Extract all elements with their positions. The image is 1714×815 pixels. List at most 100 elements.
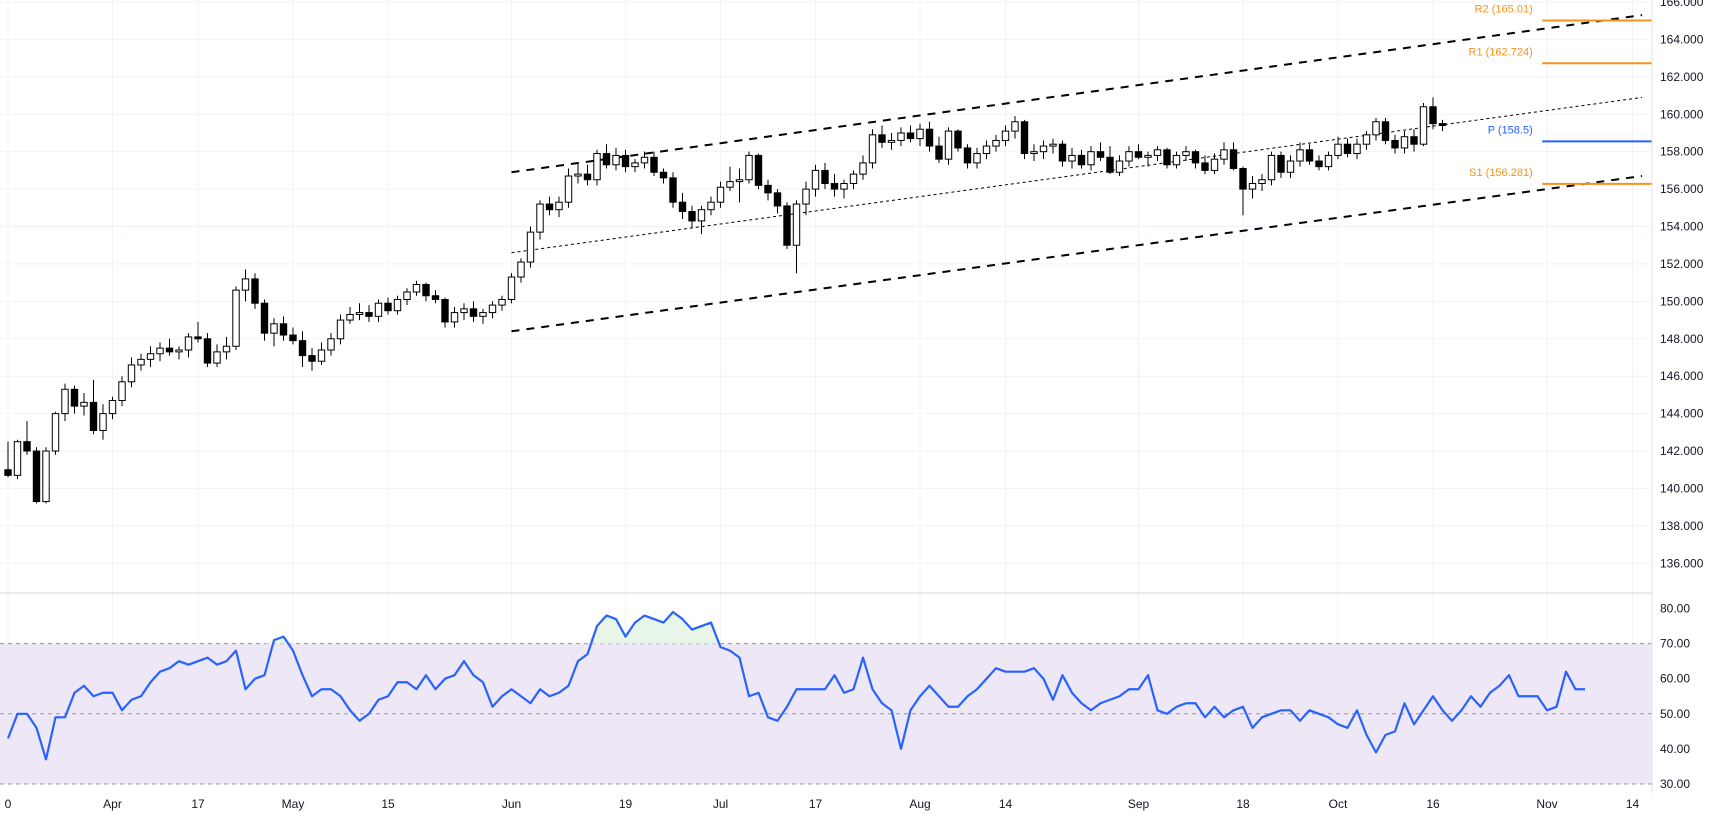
candle-up	[184, 336, 193, 351]
candle-up	[156, 347, 164, 355]
candle-up	[574, 173, 582, 177]
candle-up	[982, 145, 991, 155]
channel-lower-line	[511, 175, 1643, 333]
candle-down	[308, 355, 316, 362]
candle-up	[1400, 136, 1409, 149]
candle-down	[1438, 123, 1447, 126]
candle-down	[422, 284, 430, 297]
candle-up	[745, 154, 753, 181]
time-tick-label: Sep	[1128, 797, 1150, 811]
candle-up	[735, 179, 744, 183]
candle-down	[754, 154, 763, 186]
price-tick-label: 156.000	[1660, 182, 1704, 196]
candle-down	[431, 295, 440, 300]
candle-up	[1039, 145, 1048, 153]
candle-down	[384, 302, 392, 312]
candle-down	[621, 154, 630, 168]
pivot-label: S1 (156.281)	[1469, 167, 1533, 179]
candle-up	[13, 441, 22, 476]
candle-down	[23, 441, 31, 452]
candle-up	[450, 312, 459, 323]
candle-up	[1049, 143, 1057, 147]
candle-up	[612, 154, 620, 166]
price-tick-label: 152.000	[1660, 257, 1704, 271]
candle-down	[70, 388, 79, 407]
candle-down	[935, 145, 943, 160]
candle-down	[1191, 151, 1200, 164]
price-tick-label: 136.000	[1660, 556, 1704, 570]
candle-up	[726, 181, 734, 188]
candle-down	[1343, 143, 1352, 155]
candle-down	[783, 205, 791, 246]
candle-down	[251, 278, 259, 304]
candle-down	[1020, 121, 1029, 155]
candle-up	[374, 302, 383, 317]
rsi-tick-label: 70.00	[1660, 637, 1690, 651]
time-tick-label: 0	[5, 797, 12, 811]
candle-up	[137, 358, 145, 366]
rsi-tick-label: 60.00	[1660, 672, 1690, 686]
candle-up	[792, 203, 801, 246]
candle-up	[631, 162, 639, 168]
candle-up	[1258, 179, 1266, 184]
time-tick-label: 18	[1236, 797, 1250, 811]
candle-up	[460, 308, 468, 314]
candle-up	[1372, 121, 1380, 136]
candle-down	[1096, 151, 1105, 158]
candle-down	[583, 173, 592, 181]
candle-up	[270, 323, 278, 334]
candle-up	[336, 319, 345, 340]
rsi-tick-label: 80.00	[1660, 602, 1690, 616]
candle-down	[1134, 151, 1143, 158]
candle-up	[479, 312, 487, 317]
candle-down	[830, 182, 839, 190]
price-tick-label: 138.000	[1660, 519, 1704, 533]
candle-down	[773, 192, 782, 207]
candle-up	[992, 139, 1000, 147]
candle-down	[260, 302, 269, 334]
candle-up	[42, 450, 50, 503]
candle-up	[1001, 130, 1010, 141]
candle-up	[355, 312, 364, 315]
price-tick-label: 144.000	[1660, 407, 1704, 421]
candle-down	[194, 336, 202, 340]
candle-up	[593, 153, 601, 181]
time-tick-label: Nov	[1536, 797, 1557, 811]
candle-down	[1239, 168, 1247, 190]
candle-up	[697, 209, 706, 222]
candle-up	[916, 128, 924, 140]
candle-down	[289, 334, 297, 342]
channel-middle-line	[511, 96, 1643, 254]
candle-up	[1248, 182, 1257, 190]
candle-up	[241, 278, 250, 291]
candle-up	[973, 153, 981, 164]
candle-up	[640, 156, 649, 164]
candle-up	[536, 203, 544, 233]
candle-down	[4, 469, 12, 476]
candle-down	[1277, 154, 1285, 173]
candle-down	[678, 201, 687, 213]
candle-up	[412, 284, 421, 293]
candle-up	[1087, 151, 1095, 166]
channel-lines	[511, 14, 1643, 333]
candle-down	[669, 177, 677, 203]
price-tick-label: 164.000	[1660, 32, 1704, 46]
candle-down	[203, 338, 212, 364]
time-tick-label: Aug	[909, 797, 930, 811]
candle-down	[906, 132, 915, 140]
candle-down	[659, 171, 668, 179]
candle-up	[517, 261, 525, 278]
pivot-label: P (158.5)	[1488, 124, 1533, 136]
candle-down	[32, 450, 41, 503]
candle-up	[526, 231, 535, 263]
price-tick-label: 154.000	[1660, 220, 1704, 234]
candle-up	[232, 289, 240, 347]
time-tick-label: Oct	[1329, 797, 1348, 811]
candle-down	[1077, 154, 1086, 166]
channel-upper-line	[511, 14, 1643, 174]
candle-up	[507, 276, 516, 300]
candle-up	[1334, 143, 1342, 156]
candle-up	[213, 351, 221, 364]
